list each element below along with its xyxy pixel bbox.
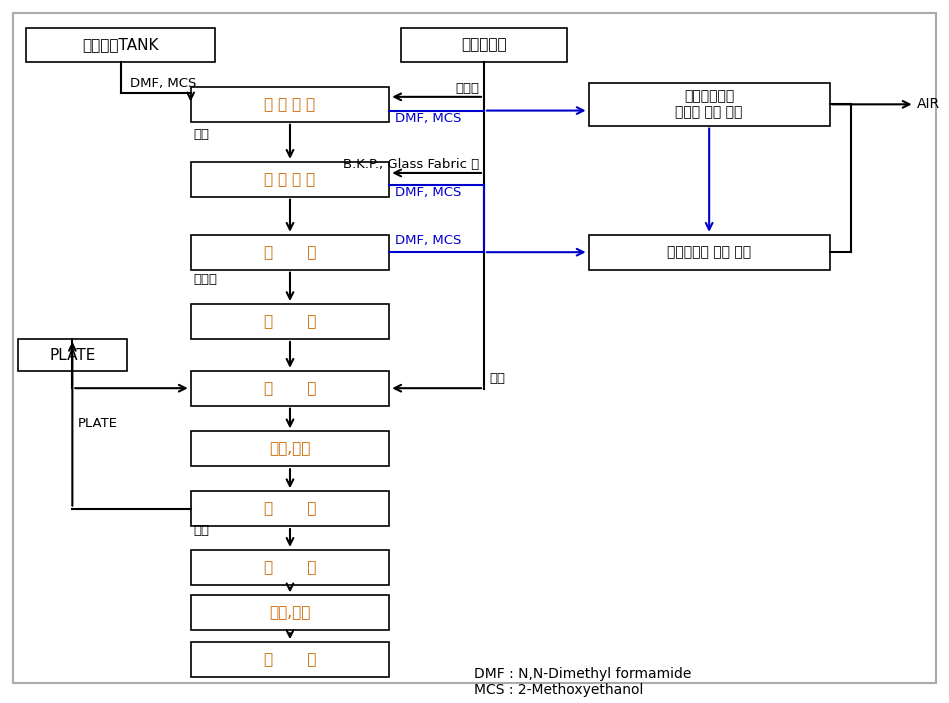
Text: 동박: 동박: [490, 372, 506, 385]
FancyBboxPatch shape: [18, 339, 127, 371]
FancyBboxPatch shape: [191, 304, 389, 339]
Text: 검사,포장: 검사,포장: [270, 605, 310, 620]
FancyBboxPatch shape: [401, 28, 567, 63]
Text: 경화,압착: 경화,압착: [270, 441, 310, 456]
FancyBboxPatch shape: [191, 595, 389, 631]
Text: 반제품: 반제품: [194, 273, 217, 286]
Text: DMF, MCS: DMF, MCS: [130, 77, 196, 90]
Text: 해       판: 해 판: [264, 501, 316, 516]
FancyBboxPatch shape: [191, 87, 389, 122]
Text: DMF : N,N-Dimethyl formamide
MCS : 2-Methoxyethanol: DMF : N,N-Dimethyl formamide MCS : 2-Met…: [474, 667, 692, 697]
FancyBboxPatch shape: [26, 28, 215, 63]
FancyBboxPatch shape: [588, 83, 829, 126]
Text: 수 지 함 침: 수 지 함 침: [265, 172, 316, 187]
Text: 적       층: 적 층: [264, 381, 316, 396]
Text: 여과집진시설
흡착에 의한 시설: 여과집진시설 흡착에 의한 시설: [676, 89, 743, 120]
FancyBboxPatch shape: [191, 235, 389, 270]
Text: 원 료 혼 합: 원 료 혼 합: [265, 97, 316, 112]
Text: 직접연소에 의한 시설: 직접연소에 의한 시설: [667, 245, 752, 259]
Text: DMF, MCS: DMF, MCS: [395, 112, 461, 124]
FancyBboxPatch shape: [191, 550, 389, 585]
Text: 원료저장TANK: 원료저장TANK: [83, 37, 158, 53]
FancyBboxPatch shape: [191, 431, 389, 466]
Text: DMF, MCS: DMF, MCS: [395, 235, 461, 247]
Text: 제품: 제품: [194, 524, 210, 537]
Text: 출       하: 출 하: [264, 652, 316, 667]
FancyBboxPatch shape: [191, 642, 389, 677]
Text: 절       단: 절 단: [264, 560, 316, 575]
Text: 원자재창고: 원자재창고: [461, 37, 507, 53]
FancyBboxPatch shape: [588, 235, 829, 270]
FancyBboxPatch shape: [191, 162, 389, 197]
FancyBboxPatch shape: [191, 370, 389, 406]
FancyBboxPatch shape: [191, 491, 389, 526]
Text: B.K.P., Glass Fabric 등: B.K.P., Glass Fabric 등: [343, 158, 479, 172]
Text: 건       조: 건 조: [264, 245, 316, 259]
Text: PLATE: PLATE: [49, 347, 96, 363]
Text: 수지류: 수지류: [456, 82, 479, 95]
Text: DMF, MCS: DMF, MCS: [395, 186, 461, 200]
Text: AIR: AIR: [918, 97, 940, 111]
Text: 절       단: 절 단: [264, 314, 316, 329]
Text: PLATE: PLATE: [78, 418, 118, 430]
Text: 수지: 수지: [194, 128, 210, 141]
